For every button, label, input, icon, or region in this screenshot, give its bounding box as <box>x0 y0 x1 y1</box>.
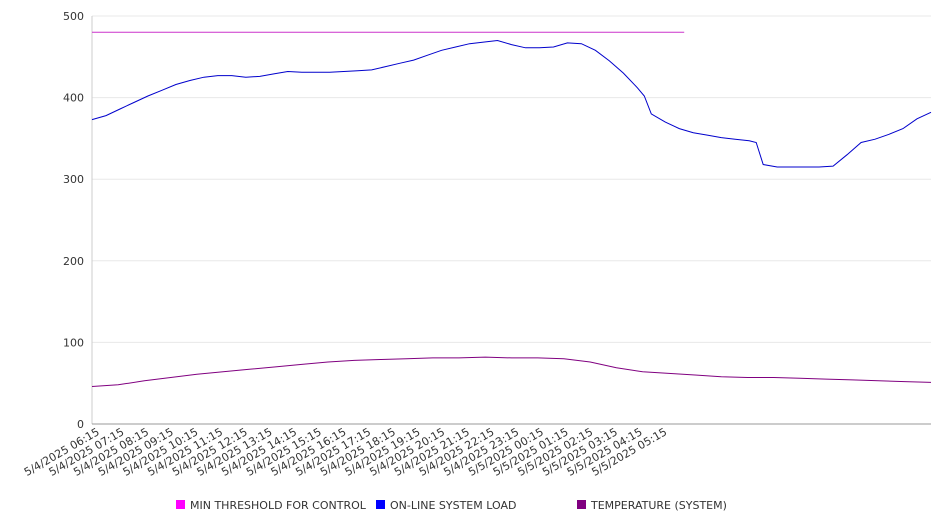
x-axis-ticks: 5/4/2025 06:155/4/2025 07:155/4/2025 08:… <box>22 425 669 479</box>
legend-swatch <box>376 500 385 509</box>
y-tick-label: 200 <box>63 255 84 268</box>
legend-swatch <box>577 500 586 509</box>
y-tick-label: 300 <box>63 173 84 186</box>
series-lines <box>91 31 932 387</box>
legend-label: MIN THRESHOLD FOR CONTROL <box>190 499 367 512</box>
y-axis-ticks: 0 100 200 300 400 500 <box>63 10 84 431</box>
y-tick-label: 500 <box>63 10 84 23</box>
series-line-1 <box>91 39 932 168</box>
grid-lines <box>92 15 931 343</box>
legend-label: ON-LINE SYSTEM LOAD <box>390 499 516 512</box>
legend: MIN THRESHOLD FOR CONTROL ON-LINE SYSTEM … <box>176 499 727 512</box>
y-tick-label: 100 <box>63 336 84 349</box>
legend-swatch <box>176 500 185 509</box>
y-tick-label: 400 <box>63 92 84 105</box>
series-line-2 <box>91 356 932 387</box>
y-tick-label: 0 <box>77 418 84 431</box>
legend-label: TEMPERATURE (SYSTEM) <box>590 499 727 512</box>
axes <box>91 16 931 425</box>
